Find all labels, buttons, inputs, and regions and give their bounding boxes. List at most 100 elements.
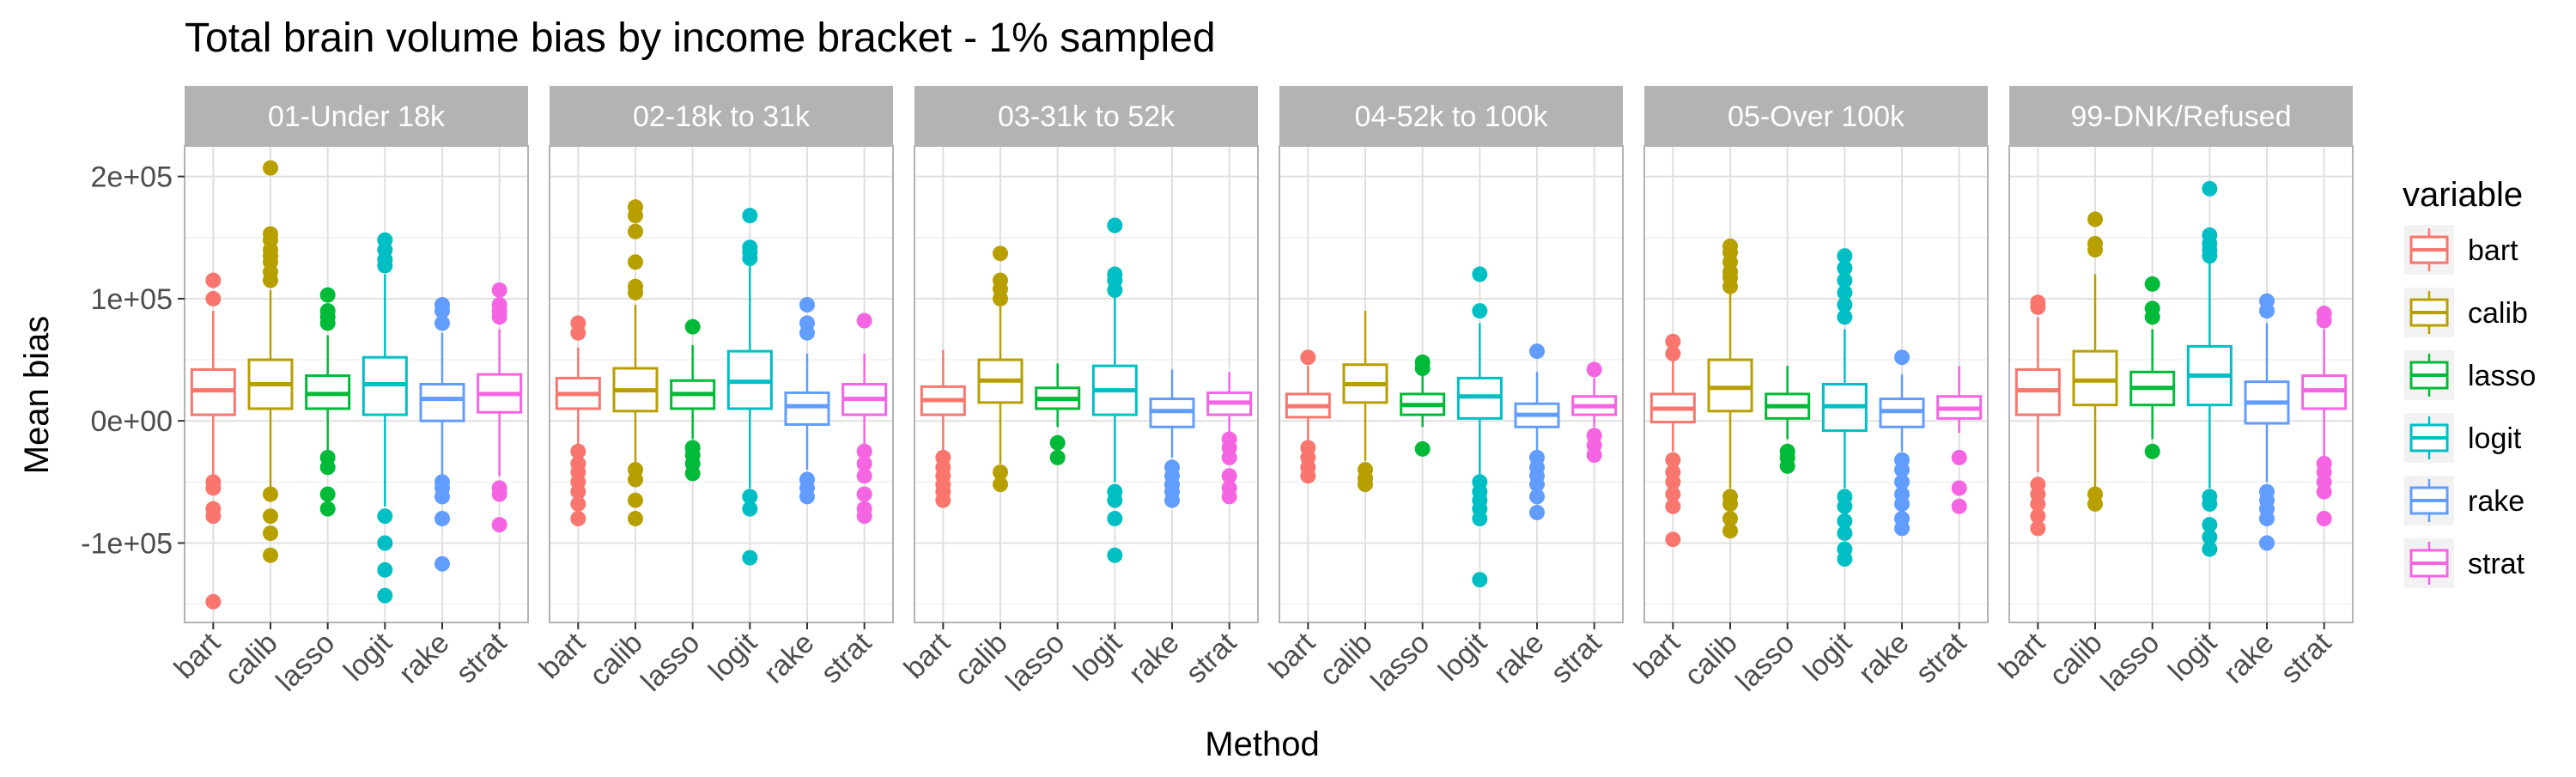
outlier-point — [2259, 535, 2275, 551]
outlier-point — [319, 315, 336, 331]
facet-strip — [1279, 86, 1623, 146]
outlier-point — [263, 486, 278, 502]
outlier-point — [1529, 504, 1545, 520]
x-tick-label: rake — [1852, 627, 1916, 690]
box-bart — [190, 272, 236, 610]
legend-item-logit: logit — [2404, 413, 2522, 463]
outlier-point — [1722, 278, 1738, 294]
outlier-point — [1107, 217, 1123, 234]
outlier-point — [377, 258, 393, 274]
y-tick-label: 0e+00 — [91, 405, 173, 438]
outlier-point — [1837, 260, 1853, 276]
outlier-point — [2144, 309, 2160, 325]
facet-panel: 03-31k to 52k bartcaliblassologitrakestra… — [898, 86, 1259, 698]
outlier-point — [1837, 525, 1853, 542]
box-strat — [1206, 372, 1253, 505]
x-axis-title: Method — [1205, 725, 1319, 763]
legend-item-rake: rake — [2404, 476, 2524, 525]
x-tick-label: strat — [450, 626, 513, 689]
outlier-point — [1414, 361, 1431, 376]
x-tick-label: bart — [168, 626, 228, 685]
box-logit — [1091, 217, 1138, 563]
outlier-point — [993, 477, 1008, 493]
outlier-point — [799, 489, 815, 505]
outlier-point — [1837, 284, 1853, 300]
legend-label: logit — [2468, 422, 2522, 455]
outlier-point — [1894, 349, 1910, 366]
box-logit — [726, 208, 773, 566]
x-tick-label: rake — [757, 627, 821, 690]
outlier-point — [1722, 495, 1738, 512]
outlier-point — [1837, 309, 1853, 325]
x-tick-label: calib — [948, 627, 1013, 692]
outlier-point — [205, 508, 222, 525]
outlier-point — [742, 549, 758, 566]
box-bart — [1649, 333, 1696, 548]
box-bart — [1285, 349, 1331, 484]
outlier-point — [1722, 511, 1738, 527]
outlier-point — [1779, 458, 1795, 474]
outlier-point — [628, 208, 643, 224]
outlier-point — [263, 525, 278, 542]
outlier-point — [2087, 211, 2103, 228]
outlier-point — [856, 456, 872, 471]
outlier-point — [1472, 303, 1488, 319]
outlier-point — [1722, 523, 1738, 539]
outlier-point — [1164, 492, 1180, 508]
outlier-point — [2030, 508, 2046, 525]
outlier-point — [935, 492, 951, 508]
outlier-point — [628, 492, 643, 508]
outlier-point — [570, 325, 586, 341]
outlier-point — [319, 287, 336, 303]
outlier-point — [1221, 489, 1237, 505]
outlier-point — [263, 160, 278, 176]
outlier-point — [1107, 282, 1123, 298]
outlier-point — [570, 443, 586, 459]
x-tick-label: strat — [2275, 626, 2338, 689]
box-strat — [477, 282, 523, 533]
box-strat — [841, 313, 888, 525]
outlier-point — [1049, 449, 1066, 465]
chart-title: Total brain volume bias by income bracke… — [185, 15, 1216, 61]
outlier-point — [993, 464, 1008, 480]
x-tick-label: logit — [1797, 626, 1858, 687]
outlier-point — [799, 297, 815, 313]
outlier-point — [684, 319, 701, 335]
outlier-point — [993, 246, 1008, 262]
outlier-point — [1837, 551, 1853, 567]
outlier-point — [1665, 531, 1681, 548]
x-tick-label: logit — [337, 626, 398, 687]
outlier-point — [1472, 511, 1488, 527]
outlier-point — [205, 593, 222, 610]
outlier-point — [856, 313, 872, 329]
box-calib — [247, 160, 294, 563]
outlier-point — [263, 508, 278, 525]
outlier-point — [1221, 468, 1237, 484]
x-tick-label: lasso — [1364, 627, 1436, 698]
outlier-point — [2202, 529, 2218, 545]
panel-border — [184, 145, 529, 623]
box-lasso — [2129, 276, 2176, 459]
x-tick-label: rake — [392, 627, 456, 690]
x-tick-label: calib — [1678, 627, 1743, 692]
x-tick-label: strat — [1545, 626, 1608, 689]
facet-strip-label: 05-Over 100k — [1728, 100, 1905, 133]
outlier-point — [1665, 452, 1681, 468]
box-rake — [419, 297, 465, 572]
box-bart — [555, 315, 601, 527]
outlier-point — [684, 465, 701, 482]
outlier-point — [491, 282, 507, 298]
panel-background — [550, 146, 893, 622]
outlier-point — [1529, 343, 1545, 360]
facet-strip — [2009, 86, 2353, 146]
y-axis-title: Mean bias — [18, 316, 56, 475]
outlier-point — [1665, 333, 1681, 349]
outlier-point — [2202, 248, 2218, 264]
legend-item-calib: calib — [2404, 288, 2528, 337]
x-tick-label: bart — [1993, 626, 2052, 685]
legend-label: rake — [2468, 485, 2524, 518]
outlier-point — [205, 290, 222, 307]
panel-border — [914, 145, 1259, 623]
